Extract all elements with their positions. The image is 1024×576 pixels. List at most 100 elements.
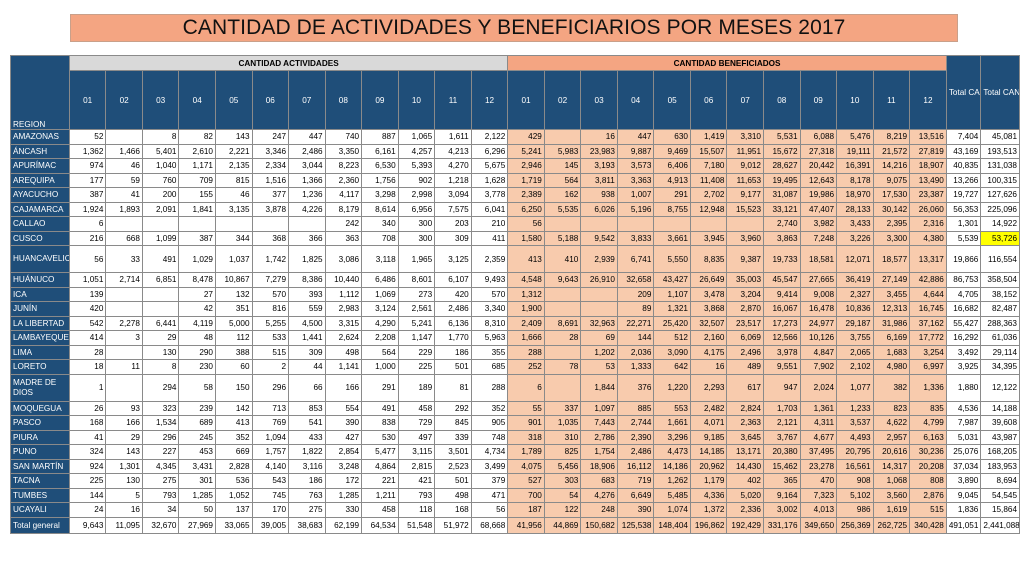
activities-cell: 143	[214, 129, 253, 145]
beneficiaries-cell: 3,645	[726, 429, 764, 445]
total-activities-header: Total CANTIDAD ACTIVIDADES	[945, 55, 982, 130]
beneficiaries-cell: 20,380	[763, 444, 801, 460]
beneficiaries-cell: 4,276	[580, 487, 618, 503]
activities-cell: 1,147	[397, 330, 436, 346]
table-row: TACNA 225 130 275 301 536 543 186 172 221 421 501 37…	[10, 473, 1020, 489]
activities-cell: 150	[214, 373, 253, 402]
activities-cell: 902	[397, 172, 436, 188]
beneficiaries-cell: 27,318	[799, 143, 838, 159]
beneficiaries-cell: 1,372	[689, 502, 728, 518]
region-name: LA LIBERTAD	[10, 315, 70, 331]
activities-cell	[141, 301, 180, 317]
total-activities-cell: 4,536	[945, 400, 982, 416]
activities-cell: 300	[397, 230, 436, 246]
beneficiaries-cell: 447	[616, 129, 655, 145]
activities-group-header: CANTIDAD ACTIVIDADES	[68, 55, 509, 71]
beneficiaries-cell: 1,077	[836, 373, 874, 402]
beneficiaries-cell: 19,733	[763, 245, 801, 273]
beneficiaries-cell: 14,430	[726, 458, 764, 474]
beneficiaries-cell: 2,702	[689, 187, 728, 203]
activities-cell: 344	[214, 230, 253, 246]
beneficiaries-cell: 2,390	[616, 429, 655, 445]
beneficiaries-cell: 8,219	[872, 129, 911, 145]
beneficiaries-cell: 527	[507, 473, 545, 489]
activities-cell: 887	[361, 129, 399, 145]
table-row: AYACUCHO 387 41 200 155 46 377 1,236 4,117 3,298 2…	[10, 187, 1020, 203]
activities-cell: 9,493	[470, 272, 509, 288]
total-beneficiaries-cell: 53,726	[980, 230, 1020, 246]
total-beneficiaries-cell: 116,554	[980, 245, 1020, 273]
beneficiaries-cell: 4,311	[799, 415, 838, 431]
activities-cell: 5	[105, 487, 143, 503]
activities-cell: 3,044	[288, 158, 326, 174]
activities-cell: 210	[470, 216, 509, 232]
beneficiaries-cell: 26,910	[580, 272, 618, 288]
activities-cell: 2,523	[434, 458, 472, 474]
activities-cell: 52	[68, 129, 107, 145]
activities-cell: 421	[397, 473, 436, 489]
beneficiaries-cell: 1,789	[507, 444, 545, 460]
activities-cell: 543	[251, 473, 290, 489]
activities-cell: 323	[141, 400, 180, 416]
beneficiaries-cell: 1,703	[763, 400, 801, 416]
activities-cell: 1,893	[105, 201, 143, 217]
beneficiaries-cell	[543, 301, 582, 317]
activities-cell: 713	[251, 400, 290, 416]
activities-cell: 570	[251, 286, 290, 302]
beneficiaries-cell: 3,978	[763, 344, 801, 360]
beneficiaries-cell: 14,317	[872, 458, 911, 474]
beneficiaries-month-header: 06	[689, 70, 728, 130]
activities-cell: 2,359	[470, 245, 509, 273]
beneficiaries-cell: 20,795	[836, 444, 874, 460]
beneficiaries-cell: 89	[616, 301, 655, 317]
activities-cell: 769	[251, 415, 290, 431]
activities-cell: 8,601	[397, 272, 436, 288]
beneficiaries-cell: 20,442	[799, 158, 838, 174]
beneficiaries-cell: 7,902	[799, 359, 838, 375]
beneficiaries-cell	[689, 216, 728, 232]
beneficiaries-cell: 2,327	[836, 286, 874, 302]
beneficiaries-cell: 413	[507, 245, 545, 273]
activities-cell: 1,965	[397, 245, 436, 273]
beneficiaries-cell: 2,939	[580, 245, 618, 273]
beneficiaries-cell: 19,495	[763, 172, 801, 188]
total-beneficiaries-cell: 358,504	[980, 272, 1020, 288]
beneficiaries-cell: 26,060	[909, 201, 947, 217]
activities-cell: 1,099	[141, 230, 180, 246]
table-row: PUNO 324 143 227 453 669 1,757 1,822 2,854 5,477 3…	[10, 444, 1020, 460]
beneficiaries-cell: 1,333	[616, 359, 655, 375]
beneficiaries-cell: 4,013	[799, 502, 838, 518]
beneficiaries-cell: 5,531	[763, 129, 801, 145]
beneficiaries-cell: 24,977	[799, 315, 838, 331]
beneficiaries-cell: 32,507	[689, 315, 728, 331]
activities-cell: 172	[324, 473, 363, 489]
beneficiaries-cell: 2,160	[689, 330, 728, 346]
beneficiaries-cell: 318	[507, 429, 545, 445]
activities-cell: 1,040	[141, 158, 180, 174]
activities-cell: 1,825	[288, 245, 326, 273]
activities-cell	[105, 216, 143, 232]
beneficiaries-cell: 27,819	[909, 143, 947, 159]
beneficiaries-cell: 2,486	[616, 444, 655, 460]
beneficiaries-cell: 18,970	[836, 187, 874, 203]
beneficiaries-cell: 16,067	[763, 301, 801, 317]
table-body: AMAZONAS 52 8 82 143 247 447 740 887 1,065 1,611 2,…	[10, 129, 1020, 534]
beneficiaries-cell: 5,535	[543, 201, 582, 217]
beneficiaries-cell: 14,216	[872, 158, 911, 174]
beneficiaries-cell: 23,387	[909, 187, 947, 203]
beneficiaries-cell: 18,907	[909, 158, 947, 174]
beneficiaries-cell: 26,649	[689, 272, 728, 288]
beneficiaries-cell: 12,948	[689, 201, 728, 217]
activities-cell: 413	[214, 415, 253, 431]
beneficiaries-cell: 1,107	[653, 286, 691, 302]
activities-cell: 420	[68, 301, 107, 317]
table-row: ÁNCASH 1,362 1,466 5,401 2,610 2,221 3,346 2,48…	[10, 143, 1020, 159]
beneficiaries-cell: 2,121	[763, 415, 801, 431]
beneficiaries-cell: 5,550	[653, 245, 691, 273]
beneficiaries-cell: 564	[543, 172, 582, 188]
activities-month-header: 06	[251, 70, 290, 130]
activities-cell: 8,386	[288, 272, 326, 288]
activities-cell: 6,486	[361, 272, 399, 288]
beneficiaries-cell: 1,419	[689, 129, 728, 145]
activities-cell: 352	[470, 400, 509, 416]
